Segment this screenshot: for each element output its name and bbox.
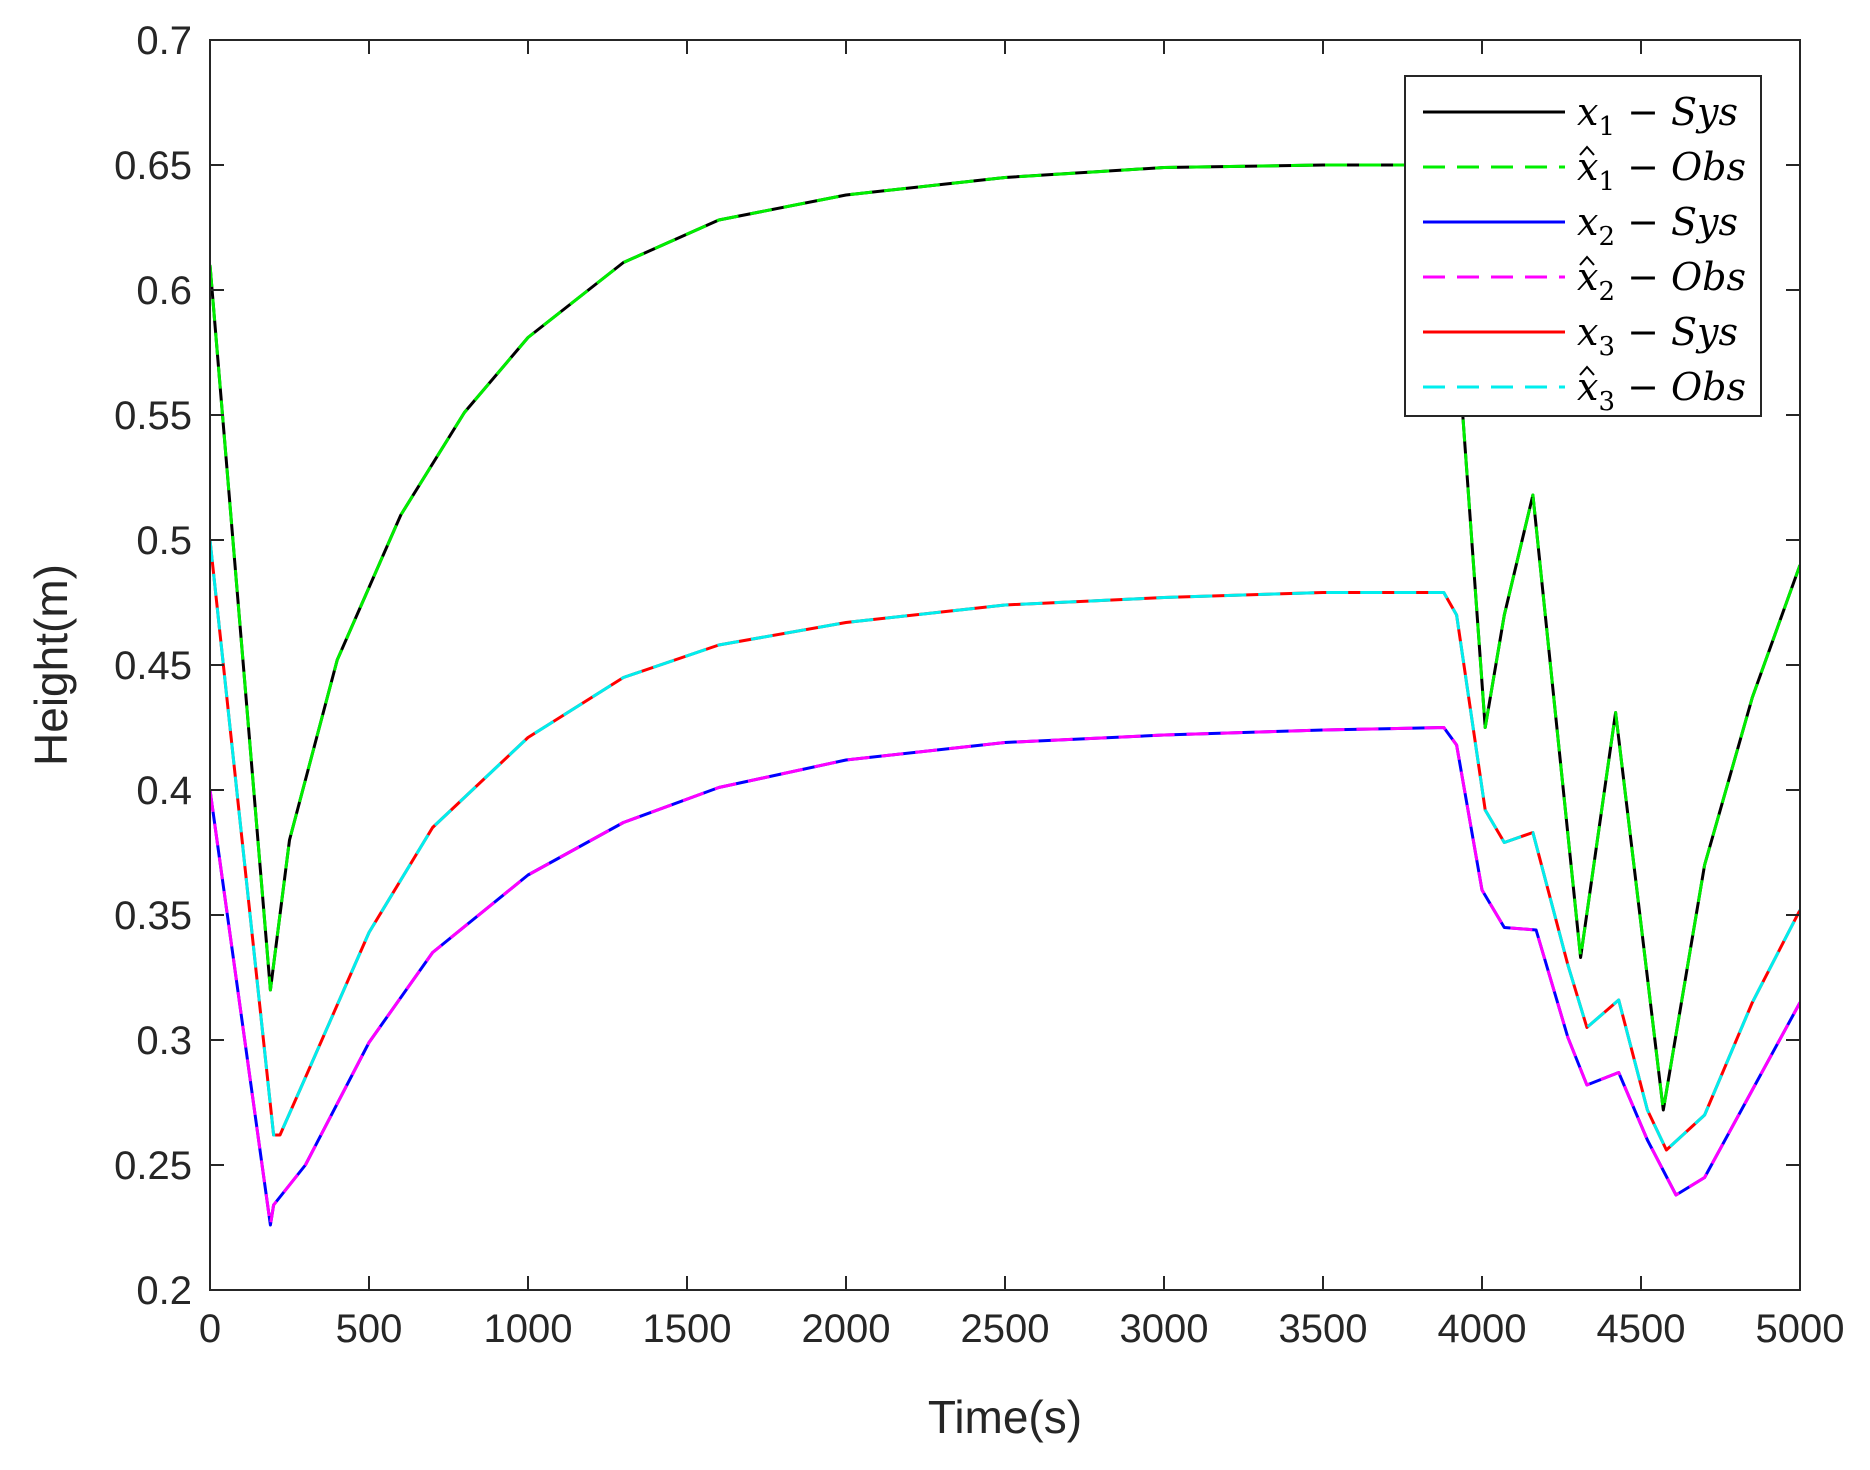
series-line-4 bbox=[210, 726, 1800, 1227]
x-axis-title: Time(s) bbox=[928, 1391, 1082, 1443]
legend-subscript: 3 bbox=[1598, 332, 1615, 362]
legend-hat-accent bbox=[1579, 255, 1595, 266]
legend-label-4: x2 − Obs bbox=[1577, 255, 1746, 307]
x-tick-label: 2000 bbox=[802, 1307, 891, 1351]
legend-var: x bbox=[1577, 365, 1598, 409]
legend-label-6: x3 − Obs bbox=[1577, 365, 1746, 417]
legend-var: x bbox=[1577, 145, 1598, 189]
legend-subscript: 3 bbox=[1598, 387, 1615, 417]
y-tick-label: 0.5 bbox=[136, 519, 192, 563]
legend-suffix: − Obs bbox=[1615, 365, 1746, 409]
y-tick-label: 0.55 bbox=[114, 394, 192, 438]
y-axis-title: Height(m) bbox=[25, 564, 77, 766]
x-tick-label: 1500 bbox=[643, 1307, 732, 1351]
legend-var: x bbox=[1577, 310, 1598, 354]
y-tick-label: 0.65 bbox=[114, 144, 192, 188]
legend-suffix: − Obs bbox=[1615, 255, 1746, 299]
legend-label-3: x2 − Sys bbox=[1577, 200, 1738, 252]
ticks-layer: 0 500 1000 1500 2000 2500 3000 3500 4000 4500 5000… bbox=[114, 19, 1844, 1351]
y-tick-label: 0.6 bbox=[136, 269, 192, 313]
legend-suffix: − Obs bbox=[1615, 145, 1746, 189]
legend-var: x bbox=[1577, 90, 1598, 134]
legend-suffix: − Sys bbox=[1615, 310, 1738, 354]
legend-subscript: 2 bbox=[1598, 277, 1615, 307]
x-tick-label: 3000 bbox=[1120, 1307, 1209, 1351]
legend-hat-accent bbox=[1579, 145, 1595, 156]
y-tick-label: 0.3 bbox=[136, 1019, 192, 1063]
x-tick-label: 500 bbox=[336, 1307, 403, 1351]
legend-box bbox=[1404, 75, 1762, 417]
legend-hat-accent bbox=[1579, 365, 1595, 376]
y-tick-label: 0.45 bbox=[114, 644, 192, 688]
legend-subscript: 1 bbox=[1598, 112, 1615, 142]
legend-label-1: x1 − Sys bbox=[1577, 90, 1738, 142]
legend-var: x bbox=[1577, 255, 1598, 299]
legend-subscript: 2 bbox=[1598, 222, 1615, 252]
x-tick-label: 2500 bbox=[961, 1307, 1050, 1351]
y-tick-label: 0.4 bbox=[136, 769, 192, 813]
x-tick-label: 1000 bbox=[484, 1307, 573, 1351]
x-tick-label: 4500 bbox=[1597, 1307, 1686, 1351]
legend-var: x bbox=[1577, 200, 1598, 244]
y-tick-label: 0.25 bbox=[114, 1144, 192, 1188]
legend-suffix: − Sys bbox=[1615, 90, 1738, 134]
series-line-5 bbox=[210, 539, 1800, 1152]
legend-suffix: − Sys bbox=[1615, 200, 1738, 244]
legend-subscript: 1 bbox=[1598, 167, 1615, 197]
y-tick-label: 0.7 bbox=[136, 19, 192, 63]
x-tick-label: 5000 bbox=[1756, 1307, 1845, 1351]
legend-label-2: x1 − Obs bbox=[1577, 145, 1746, 197]
x-tick-label: 0 bbox=[199, 1307, 221, 1351]
x-tick-label: 3500 bbox=[1279, 1307, 1368, 1351]
x-tick-label: 4000 bbox=[1438, 1307, 1527, 1351]
y-tick-label: 0.35 bbox=[114, 894, 192, 938]
legend-label-5: x3 − Sys bbox=[1577, 310, 1738, 362]
series-line-2 bbox=[210, 163, 1800, 1112]
series-layer bbox=[210, 163, 1800, 1227]
y-tick-label: 0.2 bbox=[136, 1269, 192, 1313]
